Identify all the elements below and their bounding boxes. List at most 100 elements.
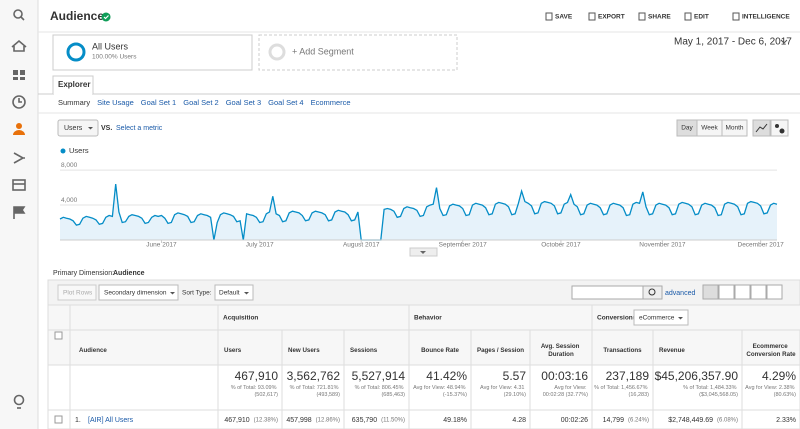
verified-badge <box>101 12 111 22</box>
segment-card[interactable] <box>52 34 253 71</box>
total-note: Avg for View: 00:02:28 (32.77%) <box>543 385 588 398</box>
x-tick-label: July 2017 <box>246 242 274 249</box>
cell-share: (12.38%) <box>254 418 278 424</box>
total-note: Avg for View: 48.94% (-15.37%) <box>413 385 467 398</box>
action-button[interactable]: INTELLIGENCE <box>742 14 790 21</box>
cell-value: 49.18% <box>443 417 467 424</box>
dropdown-caret <box>244 292 249 295</box>
action-button[interactable]: SHARE <box>648 14 671 21</box>
total-value: $45,206,357.90 <box>655 369 739 383</box>
subtab[interactable]: Site Usage <box>97 98 134 107</box>
view-toggles <box>702 284 783 300</box>
subtab[interactable]: Goal Set 3 <box>226 98 261 107</box>
search-button[interactable] <box>642 285 663 300</box>
tab-label: Explorer <box>58 80 90 89</box>
granularity-label: Month <box>725 125 743 132</box>
motion-chart-toggle[interactable] <box>770 119 789 137</box>
row-checkbox[interactable] <box>54 415 63 424</box>
total-value: 4.29% <box>762 369 796 383</box>
secondary-dimension-label: Secondary dimension <box>104 290 167 297</box>
metric-dropdown[interactable] <box>57 119 99 137</box>
segment-name: All Users <box>92 41 129 51</box>
home-icon[interactable] <box>11 39 27 52</box>
row-label[interactable]: [AIR] All Users <box>88 417 134 424</box>
subtab[interactable]: Goal Set 4 <box>268 98 303 107</box>
row-index: 1. <box>75 417 81 424</box>
action-icon <box>732 12 740 21</box>
cell-value: 635,790 <box>352 417 377 424</box>
date-range[interactable]: May 1, 2017 - Dec 6, 2017 <box>674 37 792 48</box>
customization-icon[interactable] <box>13 70 25 80</box>
secondary-dimension-dropdown[interactable] <box>98 284 179 301</box>
group-dropdown[interactable] <box>633 309 689 326</box>
total-note: % of Total: 1,456.67% (16,283) <box>594 385 649 398</box>
add-segment-card[interactable] <box>258 34 458 71</box>
view-toggle[interactable] <box>734 284 751 300</box>
action-button[interactable]: EDIT <box>694 14 709 21</box>
action-button[interactable]: SAVE <box>555 14 573 21</box>
motion-glyph <box>775 124 779 128</box>
column-header[interactable]: Sessions <box>350 347 378 354</box>
search-input[interactable] <box>571 285 644 300</box>
audience-icon-body <box>13 130 25 135</box>
clock-hands <box>18 98 22 103</box>
add-segment[interactable]: + Add Segment <box>292 46 354 56</box>
column-group: Acquisition <box>223 315 258 322</box>
granularity-label: Week <box>701 125 718 132</box>
total-value: 00:03:16 <box>541 369 588 383</box>
column-header[interactable]: Pages / Session <box>477 347 524 354</box>
total-note: % of Total: 1,484.33% ($3,045,568.05) <box>683 385 738 398</box>
column-header[interactable]: Users <box>224 347 242 354</box>
line-chart: Users 4,000 8,000 June 2017 July 2017 August … <box>59 146 784 249</box>
segment-detail: 100.00% Users <box>92 54 137 61</box>
cell-value: 467,910 <box>224 417 249 424</box>
subtab[interactable]: Goal Set 1 <box>141 98 176 107</box>
select-metric[interactable]: Select a metric <box>116 125 163 132</box>
subtab[interactable]: Summary <box>58 98 90 107</box>
explorer-tab[interactable] <box>52 75 94 94</box>
action-icon <box>684 12 692 21</box>
plot-rows-button[interactable] <box>57 284 97 301</box>
action-button[interactable]: EXPORT <box>598 14 625 21</box>
column-group: Behavior <box>414 315 442 322</box>
column-header[interactable]: Avg. Session Duration <box>541 343 581 358</box>
view-toggle[interactable] <box>718 284 735 300</box>
audience-icon[interactable] <box>16 123 22 129</box>
subtab[interactable]: Goal Set 2 <box>183 98 218 107</box>
cell-share: (6.08%) <box>717 418 738 424</box>
total-value: 467,910 <box>235 369 279 383</box>
view-toggle[interactable] <box>702 284 719 300</box>
view-toggle[interactable] <box>766 284 783 300</box>
column-header[interactable]: New Users <box>288 347 320 354</box>
total-value: 237,189 <box>606 369 650 383</box>
vs-label: VS. <box>101 125 112 132</box>
primary-dimension-value: Audience <box>113 270 145 277</box>
collapse-caret <box>420 251 426 254</box>
conversions-icon[interactable] <box>13 206 26 219</box>
sort-type-dropdown[interactable] <box>214 284 254 301</box>
column-header[interactable]: Audience <box>79 347 107 354</box>
search-glyph <box>648 288 656 296</box>
subtab[interactable]: Ecommerce <box>311 98 351 107</box>
group-dropdown-label: eCommerce <box>639 315 675 322</box>
granularity-buttons: Day Week Month <box>676 119 748 137</box>
column-header[interactable]: Bounce Rate <box>421 347 459 354</box>
view-toggle[interactable] <box>750 284 767 300</box>
search-icon[interactable] <box>13 9 23 19</box>
discover-icon[interactable] <box>13 394 25 406</box>
column-header[interactable]: Ecommerce Conversion Rate <box>746 343 796 358</box>
behavior-icon[interactable] <box>12 179 26 191</box>
granularity-label: Day <box>681 125 693 132</box>
realtime-icon[interactable] <box>12 95 26 109</box>
plot-rows-label: Plot Rows <box>63 290 93 297</box>
total-note: % of Total: 721.81% (493,589) <box>290 385 341 398</box>
select-all-checkbox[interactable] <box>54 331 63 340</box>
granularity-button[interactable] <box>721 119 748 137</box>
total-value: 3,562,762 <box>287 369 341 383</box>
advanced-link[interactable]: advanced <box>665 290 695 297</box>
column-header[interactable]: Revenue <box>659 347 685 354</box>
acquisition-icon[interactable] <box>13 152 25 164</box>
column-header[interactable]: Transactions <box>603 347 642 354</box>
page-title: Audiences <box>50 9 111 23</box>
